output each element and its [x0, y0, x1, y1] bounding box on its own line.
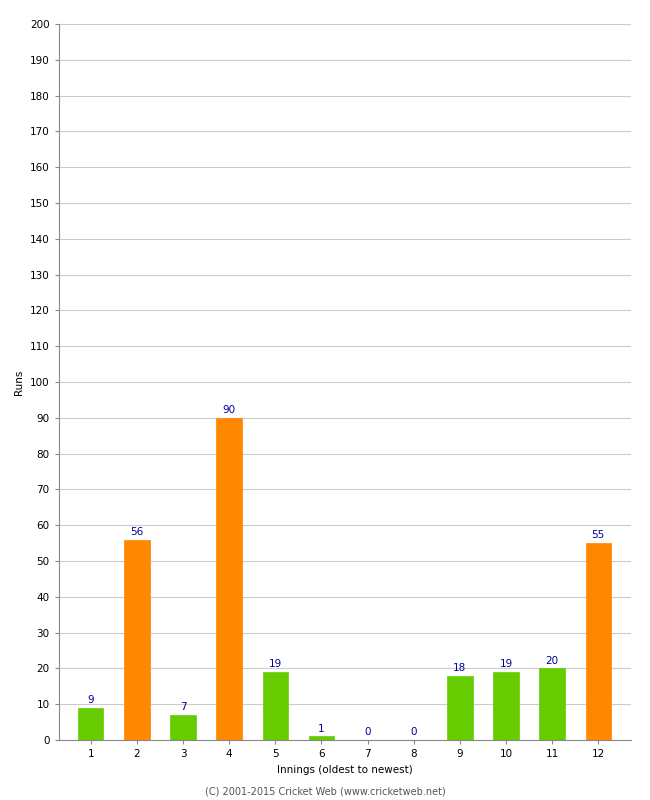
Text: 20: 20 [545, 655, 558, 666]
Text: 0: 0 [364, 727, 370, 737]
Text: 19: 19 [499, 659, 513, 669]
Bar [216, 418, 242, 740]
Bar [263, 672, 288, 740]
Text: 7: 7 [180, 702, 187, 712]
Text: (C) 2001-2015 Cricket Web (www.cricketweb.net): (C) 2001-2015 Cricket Web (www.cricketwe… [205, 786, 445, 796]
Text: 90: 90 [222, 405, 236, 415]
Text: 56: 56 [130, 526, 144, 537]
Text: 1: 1 [318, 723, 325, 734]
Text: 19: 19 [268, 659, 282, 669]
Bar [493, 672, 519, 740]
Bar [586, 543, 611, 740]
Text: 9: 9 [88, 695, 94, 705]
X-axis label: Innings (oldest to newest): Innings (oldest to newest) [277, 765, 412, 774]
Text: 0: 0 [410, 727, 417, 737]
Bar [540, 669, 565, 740]
Bar [124, 539, 150, 740]
Bar [170, 715, 196, 740]
Text: 55: 55 [592, 530, 605, 540]
Bar [309, 737, 334, 740]
Y-axis label: Runs: Runs [14, 370, 24, 394]
Text: 18: 18 [453, 662, 467, 673]
Bar [447, 675, 473, 740]
Bar [78, 708, 103, 740]
